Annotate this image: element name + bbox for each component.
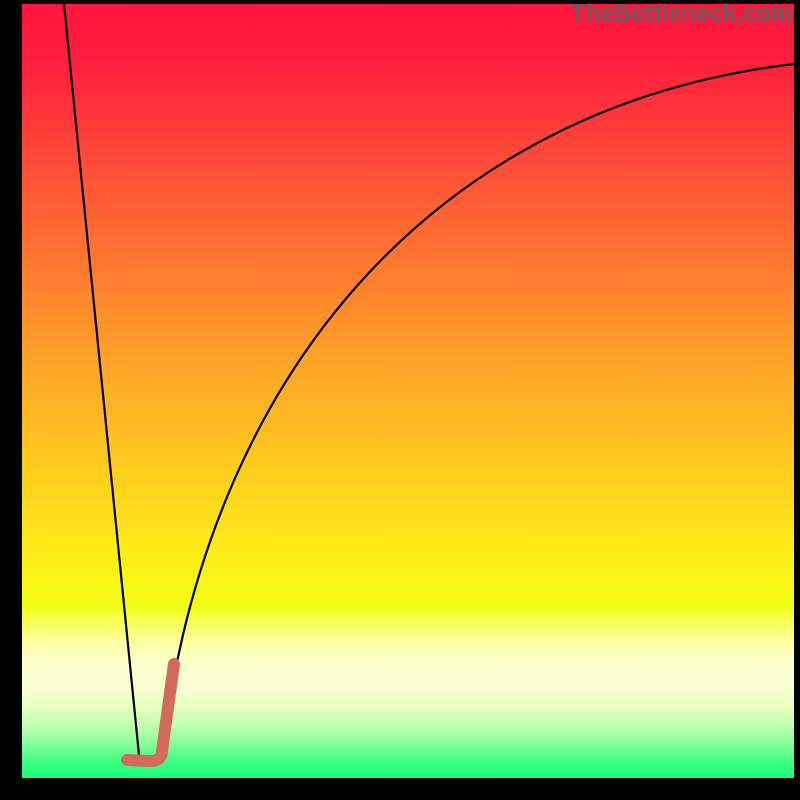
gradient-background (22, 4, 794, 778)
plot-area (22, 4, 794, 778)
watermark-text: TheBottleneck.com (571, 0, 792, 28)
chart-svg (22, 4, 794, 778)
